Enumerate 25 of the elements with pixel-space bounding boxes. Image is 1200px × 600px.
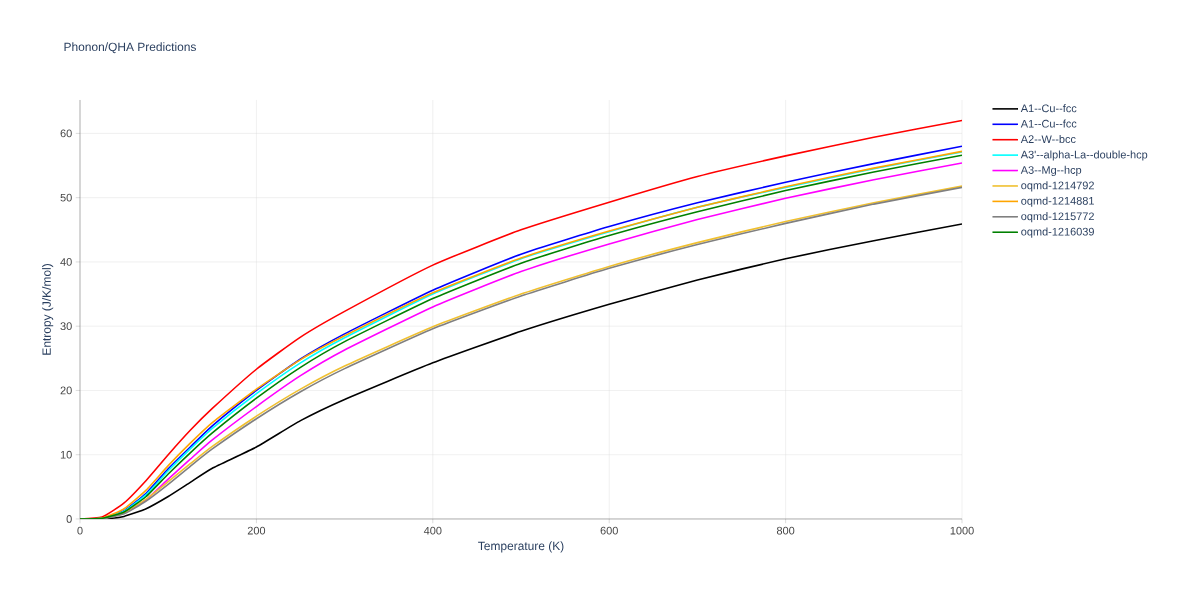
y-tick-label: 60	[60, 129, 72, 138]
legend-label: A1--Cu--fcc	[1020, 104, 1077, 113]
y-tick-label: 50	[60, 193, 72, 202]
x-tick-label: 1000	[950, 526, 974, 535]
y-tick-label: 30	[60, 322, 72, 331]
legend-label: A1--Cu--fcc	[1020, 119, 1077, 128]
legend-label: oqmd-1214881	[1021, 196, 1094, 207]
x-tick-label: 400	[423, 526, 442, 535]
x-tick-label: 600	[600, 526, 618, 535]
y-axis-title: Entropy (J/K/mol)	[42, 264, 54, 355]
legend-label: A3--Mg--hcp	[1020, 165, 1082, 177]
y-tick-label: 0	[66, 515, 72, 523]
legend-label: oqmd-1215772	[1021, 212, 1094, 223]
x-tick-label: 200	[247, 526, 266, 535]
x-tick-label: 800	[776, 526, 795, 535]
y-tick-label: 20	[60, 386, 72, 395]
legend-label: oqmd-1216039	[1021, 227, 1094, 238]
legend-label: A2--W--bcc	[1020, 134, 1076, 144]
y-tick-label: 10	[60, 450, 72, 459]
legend-label: oqmd-1214792	[1021, 181, 1094, 192]
x-tick-label: 0	[77, 526, 83, 535]
legend-label: A3'--alpha-La--double-hcp	[1020, 150, 1148, 161]
y-tick-label: 40	[60, 258, 72, 266]
chart-title: Phonon/QHA Predictions	[64, 42, 196, 54]
x-axis-title: Temperature (K)	[478, 541, 564, 553]
